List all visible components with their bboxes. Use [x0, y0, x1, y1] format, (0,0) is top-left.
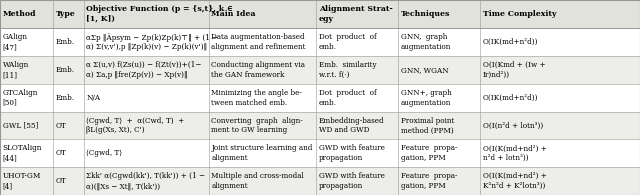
Text: ⟨Cgwd, T⟩: ⟨Cgwd, T⟩: [86, 149, 122, 157]
Text: O(IK(md+n²d)): O(IK(md+n²d)): [483, 38, 538, 46]
Text: Data augmentation-based
alignment and refinement: Data augmentation-based alignment and re…: [211, 33, 306, 51]
Text: Type: Type: [56, 10, 76, 18]
Text: Dot  product  of
emb.: Dot product of emb.: [319, 33, 376, 51]
Text: α Σ(u,v) f(Zs(u)) − f(Zt(v))+(1−
α) Σa,p ‖fre(Zp(v)) − Xp(v)‖: α Σ(u,v) f(Zs(u)) − f(Zt(v))+(1− α) Σa,p…: [86, 61, 202, 79]
Text: GNN,  graph
augmentation: GNN, graph augmentation: [401, 33, 451, 51]
Text: Multiple and cross-modal
alignment: Multiple and cross-modal alignment: [211, 172, 304, 190]
Text: OT: OT: [56, 177, 67, 185]
Text: αΣp ‖Ãpsym − Zp(k)Zp(k)⊤‖ + (1 −
α) Σ(v,v'),p ‖Zp(k)(v) − Zp(k)(v')‖: αΣp ‖Ãpsym − Zp(k)Zp(k)⊤‖ + (1 − α) Σ(v,…: [86, 33, 219, 51]
Bar: [0, 28, 640, 56]
Text: Emb.: Emb.: [56, 94, 75, 102]
Bar: [0, 84, 640, 112]
Text: Emb.: Emb.: [56, 38, 75, 46]
Text: Feature  propa-
gation, PPM: Feature propa- gation, PPM: [401, 172, 457, 190]
Bar: [0, 167, 640, 195]
Text: Proximal point
method (PPM): Proximal point method (PPM): [401, 117, 454, 134]
Text: Method: Method: [3, 10, 36, 18]
Text: OT: OT: [56, 121, 67, 129]
Text: Minimizing the angle be-
tween matched emb.: Minimizing the angle be- tween matched e…: [211, 89, 302, 107]
Text: O(IK(md+n²d)): O(IK(md+n²d)): [483, 94, 538, 102]
Text: OT: OT: [56, 149, 67, 157]
Text: Σkk' α(Cgwd(kk'), T(kk')) + (1 −
α)(‖Xs − Xt‖, T(kk')): Σkk' α(Cgwd(kk'), T(kk')) + (1 − α)(‖Xs …: [86, 172, 205, 190]
Text: GAlign
[47]: GAlign [47]: [3, 33, 28, 51]
Text: Time Complexity: Time Complexity: [483, 10, 556, 18]
Text: GWD with feature
propagation: GWD with feature propagation: [319, 144, 385, 162]
Text: GTCAlign
[50]: GTCAlign [50]: [3, 89, 38, 107]
Text: O(I(n²d + lotn³)): O(I(n²d + lotn³)): [483, 121, 543, 129]
Text: GNN, WGAN: GNN, WGAN: [401, 66, 448, 74]
Text: Embedding-based
WD and GWD: Embedding-based WD and GWD: [319, 117, 385, 134]
Text: GWD with feature
propagation: GWD with feature propagation: [319, 172, 385, 190]
Bar: [0, 0, 640, 28]
Text: ⟨Cgwd, T⟩  +  α(Cwd, T)  +
βL(g(Xs, Xt), C'): ⟨Cgwd, T⟩ + α(Cwd, T) + βL(g(Xs, Xt), C'…: [86, 117, 185, 134]
Text: O(I(Kmd + (Iw +
Ir)nd²)): O(I(Kmd + (Iw + Ir)nd²)): [483, 61, 545, 79]
Text: WAlign
[11]: WAlign [11]: [3, 61, 29, 79]
Text: GWL [55]: GWL [55]: [3, 121, 38, 129]
Text: Emb.  similarity
w.r.t. f(·): Emb. similarity w.r.t. f(·): [319, 61, 376, 79]
Text: UHOT-GM
[4]: UHOT-GM [4]: [3, 172, 41, 190]
Text: SLOTAlign
[44]: SLOTAlign [44]: [3, 144, 42, 162]
Text: Converting  graph  align-
ment to GW learning: Converting graph align- ment to GW learn…: [211, 117, 303, 134]
Text: Feature  propa-
gation, PPM: Feature propa- gation, PPM: [401, 144, 457, 162]
Text: GNN+, graph
augmentation: GNN+, graph augmentation: [401, 89, 451, 107]
Text: Joint structure learning and
alignment: Joint structure learning and alignment: [211, 144, 312, 162]
Text: N/A: N/A: [86, 94, 100, 102]
Text: Objective Function (p = {s,t}, k ∈
[1, K]): Objective Function (p = {s,t}, k ∈ [1, K…: [86, 5, 233, 23]
Text: O(I(K(md+nd²) +
n²d + lotn³)): O(I(K(md+nd²) + n²d + lotn³)): [483, 144, 547, 162]
Text: Alignment Strat-
egy: Alignment Strat- egy: [319, 5, 392, 23]
Text: O(I(K(md+nd²) +
K²n²d + K²lotn³)): O(I(K(md+nd²) + K²n²d + K²lotn³)): [483, 172, 547, 190]
Text: Main Idea: Main Idea: [211, 10, 256, 18]
Text: Emb.: Emb.: [56, 66, 75, 74]
Text: Techniques: Techniques: [401, 10, 450, 18]
Bar: [0, 139, 640, 167]
Text: Conducting alignment via
the GAN framework: Conducting alignment via the GAN framewo…: [211, 61, 305, 79]
Bar: [0, 56, 640, 84]
Text: Dot  product  of
emb.: Dot product of emb.: [319, 89, 376, 107]
Bar: [0, 112, 640, 139]
